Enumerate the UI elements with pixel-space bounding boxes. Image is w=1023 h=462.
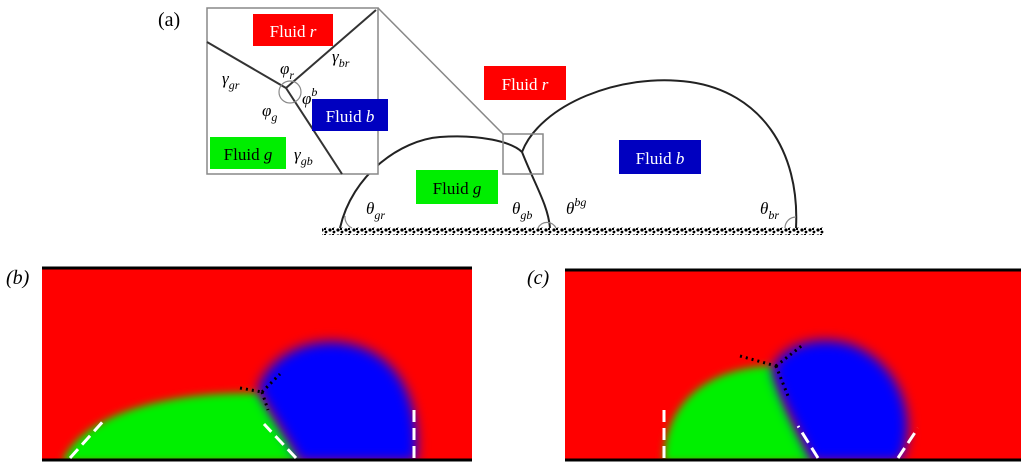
gamma-gb-label: γgb	[294, 145, 313, 168]
panel-c-tangent-br	[896, 427, 920, 459]
panel-b-tangent-gb	[262, 422, 298, 460]
theta-gr-label: θgr	[366, 199, 385, 222]
panel-c-label: (c)	[527, 267, 550, 289]
theta-gb-label: θgb	[512, 199, 532, 222]
phi-b-label: φb	[302, 85, 317, 108]
panel-b: (b)	[6, 266, 472, 462]
panel-c-green-droplet	[664, 366, 813, 460]
panel-b-junction-dot-1	[239, 386, 263, 394]
label-fluid-r-main: Fluid r	[484, 66, 566, 100]
inset: Fluid r Fluid b Fluid g γgr γbr	[206, 7, 388, 175]
label-fluid-b-inset: Fluid b	[312, 99, 388, 131]
label-fluid-g-inset: Fluid g	[210, 137, 286, 169]
svg-text:Fluid g: Fluid g	[224, 145, 273, 164]
panel-c-tangent-gb	[796, 425, 820, 459]
panel-b-junction-dot-2	[260, 372, 282, 394]
phi-g-label: φg	[262, 101, 277, 124]
theta-bg-label: θbg	[566, 195, 586, 218]
zoom-line-top	[377, 7, 504, 135]
label-fluid-r-inset: Fluid r	[253, 14, 333, 46]
substrate	[322, 227, 824, 235]
panel-b-tangent-gr	[68, 416, 108, 460]
gamma-gr-label: γgr	[222, 69, 240, 92]
phi-r-label: φr	[280, 59, 294, 82]
inset-junction-circle	[278, 80, 302, 104]
panel-b-blue-droplet	[258, 341, 417, 460]
panel-b-label: (b)	[6, 267, 30, 289]
theta-gb-arc	[537, 221, 557, 229]
svg-text:Fluid g: Fluid g	[433, 179, 482, 198]
panel-c: (c)	[527, 267, 1021, 462]
svg-text:Fluid b: Fluid b	[326, 107, 375, 126]
theta-br-label: θbr	[760, 199, 779, 222]
inset-line-br	[285, 9, 377, 89]
theta-br-arc	[784, 216, 797, 229]
blue-droplet-outline	[521, 79, 798, 229]
panel-b-green-droplet	[63, 392, 301, 460]
theta-gr-arc	[344, 215, 353, 229]
label-fluid-b-main: Fluid b	[619, 140, 701, 174]
inset-line-gr	[206, 41, 287, 89]
svg-text:Fluid b: Fluid b	[636, 149, 685, 168]
junction-box	[502, 133, 544, 175]
gamma-br-label: γbr	[332, 47, 350, 70]
panel-a: (a) Fluid r Fluid g	[158, 7, 824, 235]
green-droplet-outline	[339, 135, 523, 229]
green-blue-interface	[521, 151, 551, 229]
label-fluid-g-main: Fluid g	[416, 170, 498, 204]
panel-c-junction-dot-1	[739, 354, 777, 368]
svg-text:Fluid r: Fluid r	[270, 22, 317, 41]
svg-text:Fluid r: Fluid r	[502, 75, 549, 94]
panel-a-label: (a)	[158, 9, 180, 31]
panel-c-blue-droplet	[772, 340, 908, 460]
